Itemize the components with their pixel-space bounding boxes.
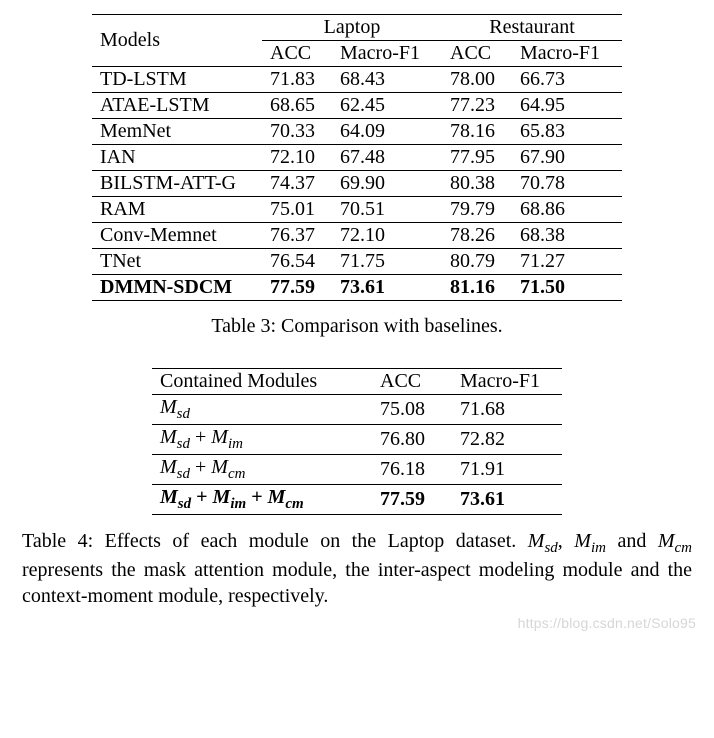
table-row: IAN72.1067.4877.9567.90	[92, 145, 622, 171]
value-cell: 78.00	[442, 67, 512, 93]
value-cell: 80.38	[442, 171, 512, 197]
value-cell: 76.18	[372, 455, 452, 485]
model-cell: ATAE-LSTM	[92, 93, 262, 119]
module-cell: Msd + Mim	[152, 425, 372, 455]
value-cell: 72.10	[262, 145, 332, 171]
table4-col-f1: Macro-F1	[452, 369, 562, 395]
table4-caption: Table 4: Effects of each module on the L…	[22, 529, 692, 609]
value-cell: 68.86	[512, 197, 622, 223]
table3-col-lap-acc: ACC	[262, 41, 332, 67]
model-cell: RAM	[92, 197, 262, 223]
table-row: MemNet70.3364.0978.1665.83	[92, 119, 622, 145]
model-cell: Conv-Memnet	[92, 223, 262, 249]
table-row: Msd75.0871.68	[152, 395, 562, 425]
value-cell: 68.43	[332, 67, 442, 93]
table-row: Msd + Mcm76.1871.91	[152, 455, 562, 485]
table3-group-restaurant: Restaurant	[442, 15, 622, 41]
value-cell: 70.33	[262, 119, 332, 145]
table4-header-row: Contained Modules ACC Macro-F1	[152, 369, 562, 395]
value-cell: 77.95	[442, 145, 512, 171]
table-row: Conv-Memnet76.3772.1078.2668.38	[92, 223, 622, 249]
value-cell: 68.38	[512, 223, 622, 249]
value-cell: 71.91	[452, 455, 562, 485]
value-cell: 81.16	[442, 275, 512, 301]
value-cell: 78.16	[442, 119, 512, 145]
table-row: DMMN-SDCM77.5973.6181.1671.50	[92, 275, 622, 301]
value-cell: 76.80	[372, 425, 452, 455]
value-cell: 69.90	[332, 171, 442, 197]
table3-header-row1: Models Laptop Restaurant	[92, 15, 622, 41]
module-cell: Msd	[152, 395, 372, 425]
value-cell: 72.10	[332, 223, 442, 249]
model-cell: TD-LSTM	[92, 67, 262, 93]
value-cell: 71.50	[512, 275, 622, 301]
value-cell: 75.08	[372, 395, 452, 425]
table-row: TD-LSTM71.8368.4378.0066.73	[92, 67, 622, 93]
table3-group-laptop: Laptop	[262, 15, 442, 41]
value-cell: 67.90	[512, 145, 622, 171]
table3-col-lap-f1: Macro-F1	[332, 41, 442, 67]
value-cell: 80.79	[442, 249, 512, 275]
table-row: Msd + Mim + Mcm77.5973.61	[152, 485, 562, 515]
table3-col-res-f1: Macro-F1	[512, 41, 622, 67]
value-cell: 73.61	[332, 275, 442, 301]
module-cell: Msd + Mcm	[152, 455, 372, 485]
value-cell: 77.23	[442, 93, 512, 119]
value-cell: 78.26	[442, 223, 512, 249]
table3-caption: Table 3: Comparison with baselines.	[22, 315, 692, 338]
table-row: RAM75.0170.5179.7968.86	[92, 197, 622, 223]
value-cell: 64.95	[512, 93, 622, 119]
value-cell: 72.82	[452, 425, 562, 455]
value-cell: 76.37	[262, 223, 332, 249]
value-cell: 67.48	[332, 145, 442, 171]
value-cell: 76.54	[262, 249, 332, 275]
table4: Contained Modules ACC Macro-F1 Msd75.087…	[152, 368, 562, 515]
value-cell: 68.65	[262, 93, 332, 119]
module-cell: Msd + Mim + Mcm	[152, 485, 372, 515]
value-cell: 65.83	[512, 119, 622, 145]
model-cell: BILSTM-ATT-G	[92, 171, 262, 197]
value-cell: 79.79	[442, 197, 512, 223]
table-row: Msd + Mim76.8072.82	[152, 425, 562, 455]
watermark-text: https://blog.csdn.net/Solo95	[518, 615, 696, 631]
value-cell: 71.83	[262, 67, 332, 93]
value-cell: 71.27	[512, 249, 622, 275]
value-cell: 64.09	[332, 119, 442, 145]
value-cell: 62.45	[332, 93, 442, 119]
value-cell: 74.37	[262, 171, 332, 197]
value-cell: 73.61	[452, 485, 562, 515]
value-cell: 77.59	[372, 485, 452, 515]
table4-col-modules: Contained Modules	[152, 369, 372, 395]
table-row: ATAE-LSTM68.6562.4577.2364.95	[92, 93, 622, 119]
model-cell: TNet	[92, 249, 262, 275]
value-cell: 66.73	[512, 67, 622, 93]
value-cell: 71.75	[332, 249, 442, 275]
value-cell: 77.59	[262, 275, 332, 301]
table3-col-models: Models	[92, 15, 262, 67]
model-cell: MemNet	[92, 119, 262, 145]
table3-col-res-acc: ACC	[442, 41, 512, 67]
table4-col-acc: ACC	[372, 369, 452, 395]
table3: Models Laptop Restaurant ACC Macro-F1 AC…	[92, 14, 622, 301]
model-cell: DMMN-SDCM	[92, 275, 262, 301]
table-row: BILSTM-ATT-G74.3769.9080.3870.78	[92, 171, 622, 197]
value-cell: 75.01	[262, 197, 332, 223]
value-cell: 70.51	[332, 197, 442, 223]
value-cell: 70.78	[512, 171, 622, 197]
value-cell: 71.68	[452, 395, 562, 425]
table-row: TNet76.5471.7580.7971.27	[92, 249, 622, 275]
model-cell: IAN	[92, 145, 262, 171]
